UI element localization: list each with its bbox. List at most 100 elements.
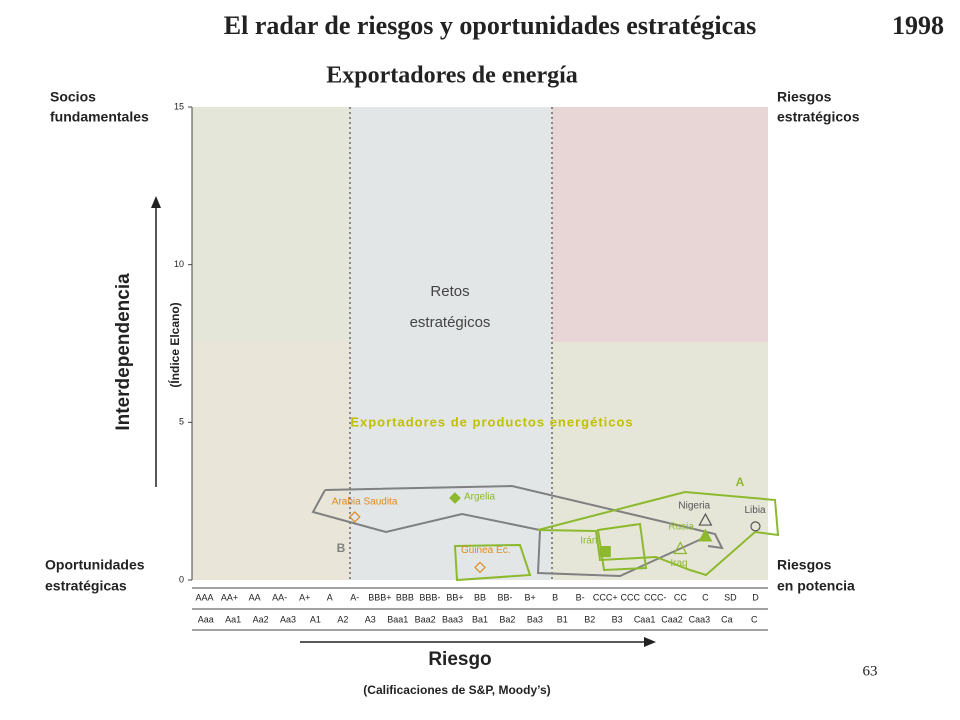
y-tick-label: 5	[179, 417, 184, 427]
x-tick-label: C	[751, 614, 758, 624]
page-number: 63	[863, 663, 878, 679]
x-tick-label: CCC	[621, 592, 641, 602]
x-tick-label: Ba1	[472, 614, 488, 624]
x-tick-label: A2	[337, 614, 348, 624]
point	[698, 512, 713, 526]
outline-b	[311, 489, 709, 578]
y-label: Interdependencia	[113, 273, 134, 431]
x-label: Riesgo	[428, 649, 491, 670]
x-tick-label: AA	[249, 592, 261, 602]
corner-label: Socios	[50, 89, 96, 105]
point	[449, 492, 461, 504]
x-tick-label: Ba3	[527, 614, 543, 624]
group-outlines	[311, 484, 780, 582]
point-label: Iraq	[670, 558, 687, 569]
point	[599, 546, 611, 558]
title: El radar de riesgos y oportunidades estr…	[224, 11, 757, 40]
y-tick-label: 0	[179, 574, 184, 584]
x-tick-label: A	[327, 592, 333, 602]
x-tick-label: Aaa	[198, 614, 214, 624]
point	[750, 521, 761, 532]
x-tick-label: A3	[365, 614, 376, 624]
y-tick-label: 15	[174, 101, 184, 111]
corner-label: fundamentales	[50, 109, 149, 125]
point-label: Libia	[744, 505, 766, 516]
x-tick-label: AA+	[221, 592, 238, 602]
group-label: Exportadores de productos energéticos	[350, 414, 633, 429]
point-label: Guinea Ec.	[461, 545, 510, 556]
zone-challenges	[350, 107, 552, 580]
x-tick-label: B-	[576, 592, 585, 602]
corner-label: en potencia	[777, 578, 855, 594]
x-tick-label: Ba2	[499, 614, 515, 624]
x-tick-label: Caa3	[689, 614, 711, 624]
point-label: Arabia Saudita	[332, 497, 398, 508]
corner-label: Riesgos	[777, 557, 832, 573]
point	[673, 541, 688, 555]
x-tick-label: CCC-	[644, 592, 667, 602]
y-arrowhead	[151, 196, 161, 208]
x-sublabel: (Calificaciones de S&P, Moody’s)	[363, 683, 550, 697]
x-tick-label: Aa3	[280, 614, 296, 624]
x-tick-label: BBB-	[419, 592, 440, 602]
x-tick-label: Caa2	[661, 614, 683, 624]
point-label: Nigeria	[678, 501, 710, 512]
x-tick-label: D	[752, 592, 759, 602]
x-tick-label: A1	[310, 614, 321, 624]
x-tick-label: BBB	[396, 592, 414, 602]
point	[698, 528, 713, 542]
point	[474, 561, 486, 574]
x-tick-label: Aa2	[253, 614, 269, 624]
x-tick-label: A+	[299, 592, 310, 602]
outline-a	[453, 543, 532, 582]
x-tick-label: B2	[584, 614, 595, 624]
x-tick-label: B3	[612, 614, 623, 624]
x-tick-label: Baa2	[415, 614, 436, 624]
y-sublabel: (Índice Elcano)	[167, 302, 182, 387]
backgrounds	[191, 107, 768, 580]
subtitle: Exportadores de energía	[326, 63, 578, 89]
zone-label: Retos	[430, 283, 469, 300]
group-marker: B	[337, 541, 346, 555]
x-tick-label: AA-	[272, 592, 287, 602]
corner-label: Riesgos	[777, 89, 832, 105]
corner-label: Oportunidades	[45, 557, 145, 573]
x-tick-label: B	[552, 592, 558, 602]
x-tick-label: Aa1	[225, 614, 241, 624]
zone-risks	[552, 107, 768, 342]
axis-lines	[192, 587, 768, 631]
group-marker: A	[736, 475, 745, 489]
y-tick-label: 10	[174, 259, 184, 269]
x-tick-label: CCC+	[593, 592, 618, 602]
point-label: Rusia	[668, 521, 694, 532]
year: 1998	[892, 11, 944, 40]
x-tick-label: BB-	[498, 592, 513, 602]
outline-a	[537, 490, 780, 577]
x-arrowhead	[644, 637, 656, 647]
zone-label: estratégicos	[410, 314, 491, 331]
point	[348, 511, 361, 523]
zone-partners	[192, 107, 350, 342]
x-tick-label: B1	[557, 614, 568, 624]
x-tick-label: Baa3	[442, 614, 463, 624]
outline-b	[324, 484, 724, 550]
x-tick-label: A-	[350, 592, 359, 602]
x-tick-label: BBB+	[368, 592, 391, 602]
x-tick-label: Ca	[721, 614, 733, 624]
point-label: Argelia	[464, 492, 496, 503]
corner-label: estratégicas	[45, 578, 127, 594]
x-tick-label: BB+	[446, 592, 463, 602]
x-tick-label: Baa1	[387, 614, 408, 624]
x-tick-label: BB	[474, 592, 486, 602]
zone-opportunities	[192, 342, 350, 580]
zone-potential	[552, 342, 768, 580]
x-tick-label: C	[702, 592, 709, 602]
x-tick-label: AAA	[196, 592, 214, 602]
x-tick-label: CC	[674, 592, 687, 602]
point-label: Irán	[580, 535, 597, 546]
x-tick-label: B+	[524, 592, 535, 602]
x-tick-label: Caa1	[634, 614, 656, 624]
corner-label: estratégicos	[777, 109, 860, 125]
x-tick-label: SD	[724, 592, 737, 602]
